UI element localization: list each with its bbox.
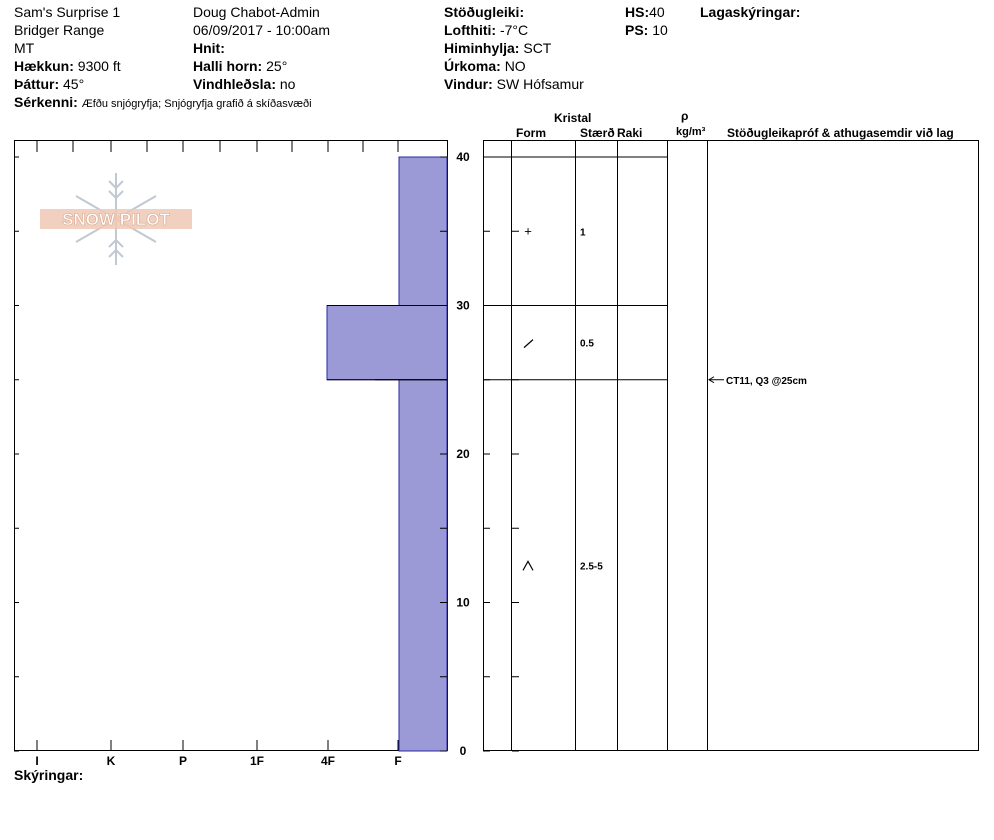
slope-label: Halli horn:: [193, 58, 263, 74]
airtemp-value: -7°C: [499, 22, 529, 38]
hardness-bar: [398, 156, 448, 306]
hardness-tick-label: I: [35, 754, 38, 768]
grain-size-label: 1: [580, 227, 586, 238]
aspect-row: Þáttur: 45°: [14, 76, 84, 92]
state-name: MT: [14, 40, 35, 56]
snowpilot-logo: SNOW PILOT: [40, 173, 192, 265]
hardness-bar: [398, 379, 448, 752]
hardness-bar: [326, 305, 448, 381]
ps-row: PS: 10: [625, 22, 668, 38]
depth-tick-label: 10: [456, 596, 470, 610]
wind-value: SW Hófsamur: [496, 76, 584, 92]
ps-value: 10: [652, 22, 668, 38]
logo-banner: [40, 209, 192, 229]
hardness-tick-label: K: [107, 754, 116, 768]
precip-label: Úrkoma:: [444, 58, 501, 74]
stability-tests: CT11, Q3 @25cm: [708, 376, 807, 387]
grain-form-symbol: +: [524, 223, 532, 238]
sky-row: Himinhylja: SCT: [444, 40, 551, 56]
grain-form-symbol: [522, 560, 534, 571]
observer-name: Doug Chabot-Admin: [193, 4, 320, 20]
hardness-tick-label: 1F: [250, 754, 264, 768]
slope-value: 25°: [266, 58, 288, 74]
size-header: Stærð: [580, 126, 615, 140]
wind-row: Vindur: SW Hófsamur: [444, 76, 584, 92]
hardness-axis: I K P 1F 4F F: [35, 141, 402, 768]
layer-table-rows: +1 0.5 2.5-5: [484, 156, 667, 572]
features-row: Sérkenni: Æfðu snjógryfja; Snjógryfja gr…: [14, 94, 312, 112]
precip-value: NO: [504, 58, 526, 74]
sky-label: Himinhylja:: [444, 40, 520, 56]
range-name: Bridger Range: [14, 22, 105, 38]
features-value: Æfðu snjógryfja; Snjógryfja grafið á skí…: [81, 98, 312, 110]
rho-header: ρ: [681, 109, 689, 123]
airtemp-label: Lofthiti:: [444, 22, 497, 38]
crystal-header: Kristal: [554, 111, 592, 125]
precip-row: Úrkoma: NO: [444, 58, 526, 74]
tests-header: Stöðugleikapróf & athugasemdir við lag: [727, 126, 954, 140]
grain-size-label: 0.5: [580, 339, 594, 350]
depth-tick-label: 30: [456, 299, 470, 313]
depth-tick-label: 40: [456, 150, 470, 164]
aspect-label: Þáttur:: [14, 76, 60, 92]
depth-tick-label: 0: [460, 744, 467, 758]
coords-label: Hnit:: [193, 40, 225, 56]
layer-notes-label: Lagaskýringar:: [700, 4, 801, 20]
hardness-tick-label: 4F: [321, 754, 335, 768]
wind-loading-row: Vindhleðsla: no: [193, 76, 295, 92]
hardness-frame: [14, 140, 448, 751]
site-name: Sam's Surprise 1: [14, 4, 121, 20]
slope-row: Halli horn: 25°: [193, 58, 287, 74]
wind-loading-value: no: [279, 76, 296, 92]
hardness-tick-label: F: [394, 754, 401, 768]
elevation-value: 9300 ft: [77, 58, 121, 74]
hardness-bars: [326, 156, 448, 752]
notes-label: Skýringar:: [14, 767, 84, 783]
depth-tick-label: 20: [456, 447, 470, 461]
sky-value: SCT: [523, 40, 552, 56]
wind-loading-label: Vindhleðsla:: [193, 76, 276, 92]
hs-row: HS:40: [625, 4, 665, 20]
aspect-value: 45°: [63, 76, 85, 92]
form-header: Form: [516, 126, 546, 140]
density-unit-header: kg/m³: [676, 126, 706, 138]
moisture-header: Raki: [617, 126, 643, 140]
test-arrow-head: [708, 376, 715, 384]
wind-label: Vindur:: [444, 76, 493, 92]
hs-value: 40: [649, 4, 665, 20]
elevation-label: Hækkun:: [14, 58, 74, 74]
layer-table-frame: [483, 140, 979, 751]
observation-datetime: 06/09/2017 - 10:00am: [193, 22, 330, 38]
stability-label: Stöðugleiki:: [444, 4, 525, 20]
hardness-tick-label: P: [179, 754, 187, 768]
grain-form-symbol: [523, 339, 534, 349]
test-label: CT11, Q3 @25cm: [726, 376, 807, 387]
logo-text: SNOW PILOT: [62, 210, 170, 229]
airtemp-row: Lofthiti: -7°C: [444, 22, 528, 38]
elevation-row: Hækkun: 9300 ft: [14, 58, 121, 74]
features-label: Sérkenni:: [14, 94, 78, 110]
hs-label: HS:: [625, 4, 650, 20]
grain-size-label: 2.5-5: [580, 561, 603, 572]
layer-table-columns: [511, 141, 708, 751]
ps-label: PS:: [625, 22, 649, 38]
